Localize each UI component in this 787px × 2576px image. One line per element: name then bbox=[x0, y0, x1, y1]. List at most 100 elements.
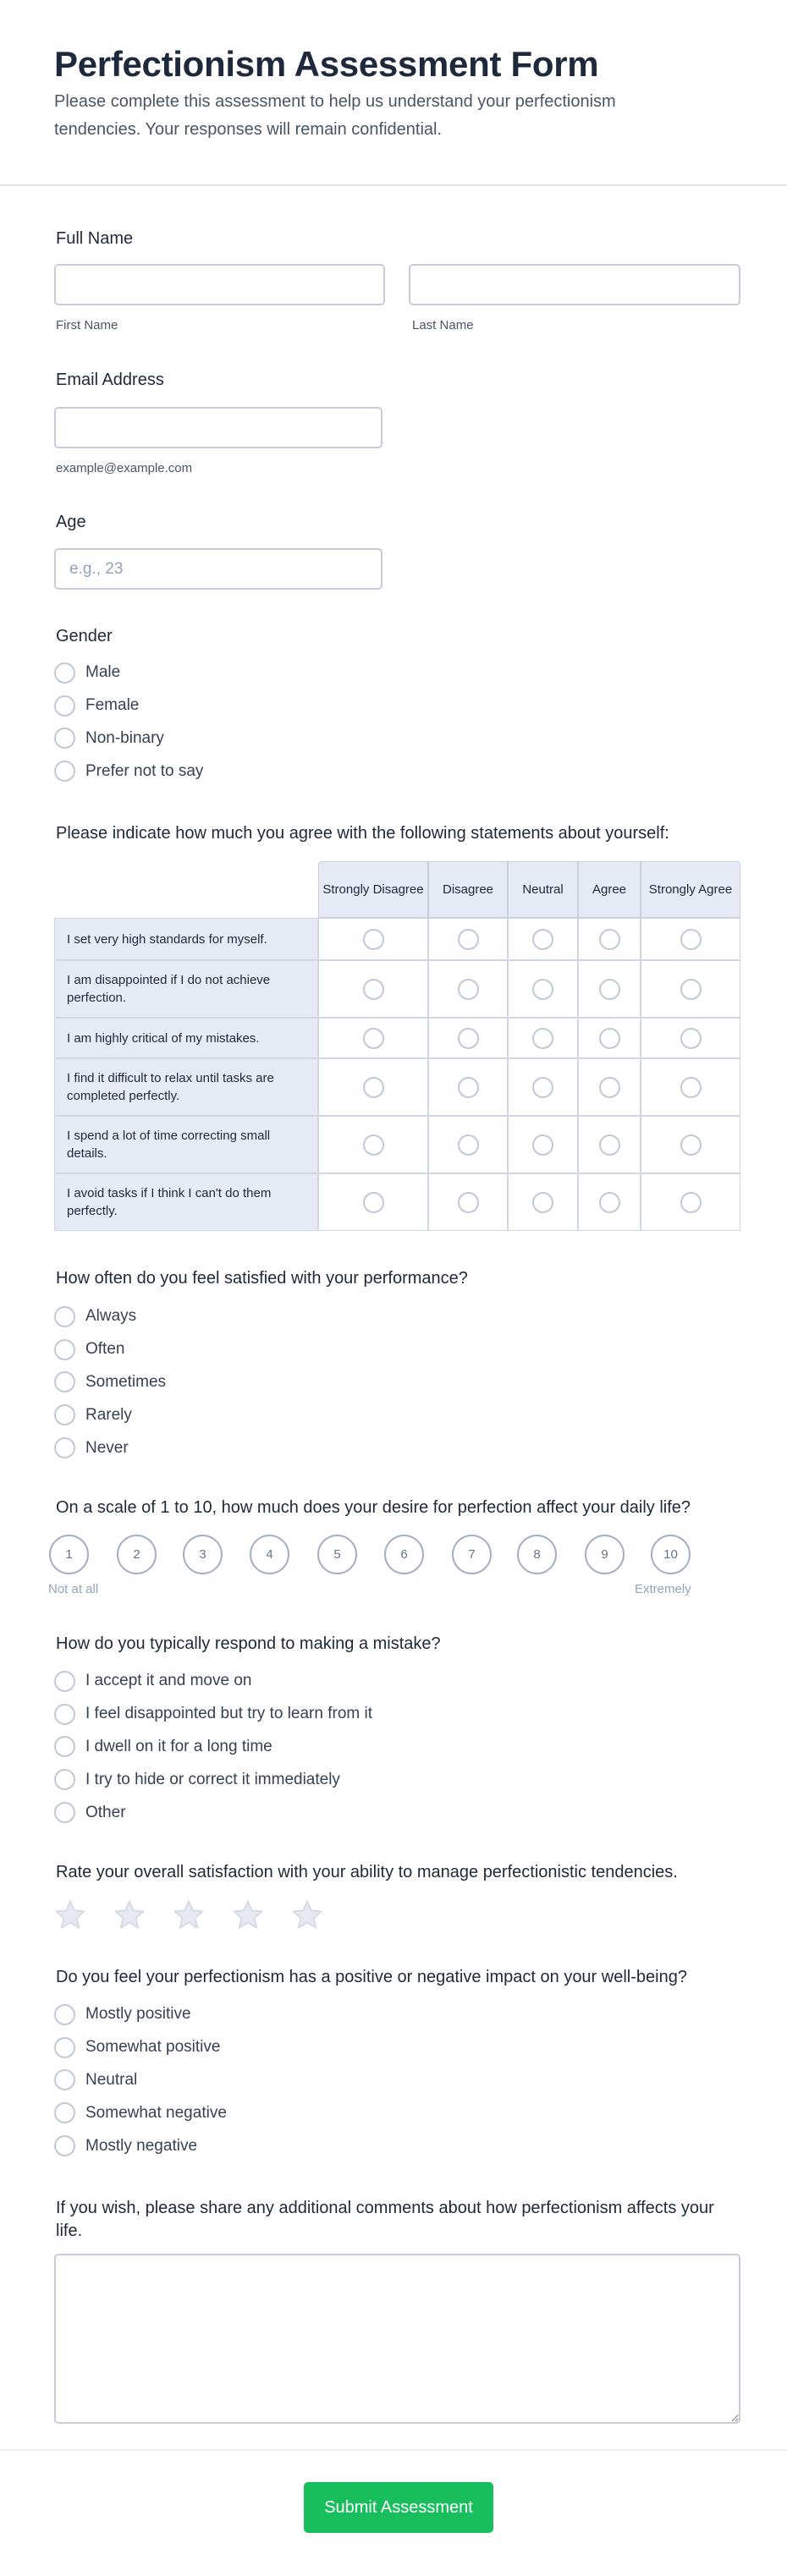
first-name-input[interactable] bbox=[54, 264, 385, 305]
comments-textarea[interactable] bbox=[54, 2254, 740, 2424]
radio-circle-icon[interactable] bbox=[54, 1404, 75, 1426]
matrix-cell[interactable] bbox=[428, 1018, 508, 1058]
radio-circle-icon[interactable] bbox=[54, 2135, 75, 2157]
radio-option[interactable]: Never bbox=[54, 1431, 166, 1464]
radio-circle-icon[interactable] bbox=[680, 1076, 702, 1098]
radio-circle-icon[interactable] bbox=[54, 2102, 75, 2124]
scale-option[interactable]: 1 bbox=[49, 1535, 89, 1574]
radio-option[interactable]: I feel disappointed but try to learn fro… bbox=[54, 1698, 372, 1731]
radio-circle-icon[interactable] bbox=[532, 1191, 553, 1213]
matrix-cell[interactable] bbox=[428, 1058, 508, 1116]
radio-circle-icon[interactable] bbox=[457, 928, 479, 950]
radio-circle-icon[interactable] bbox=[457, 978, 479, 1000]
matrix-cell[interactable] bbox=[641, 918, 740, 960]
scale-option[interactable]: 7 bbox=[452, 1535, 492, 1574]
radio-circle-icon[interactable] bbox=[362, 1027, 384, 1049]
radio-circle-icon[interactable] bbox=[362, 1076, 384, 1098]
radio-option[interactable]: Always bbox=[54, 1300, 166, 1333]
star-icon[interactable] bbox=[52, 1898, 88, 1932]
matrix-cell[interactable] bbox=[318, 1058, 428, 1116]
radio-circle-icon[interactable] bbox=[54, 1802, 75, 1824]
matrix-cell[interactable] bbox=[578, 1116, 641, 1173]
scale-option[interactable]: 9 bbox=[585, 1535, 625, 1574]
radio-option[interactable]: Neutral bbox=[54, 2064, 227, 2097]
radio-option[interactable]: Prefer not to say bbox=[54, 755, 203, 788]
radio-circle-icon[interactable] bbox=[362, 1191, 384, 1213]
radio-circle-icon[interactable] bbox=[532, 1076, 553, 1098]
matrix-cell[interactable] bbox=[318, 960, 428, 1018]
radio-circle-icon[interactable] bbox=[532, 928, 553, 950]
radio-option[interactable]: Mostly negative bbox=[54, 2129, 227, 2162]
matrix-cell[interactable] bbox=[641, 1018, 740, 1058]
radio-circle-icon[interactable] bbox=[54, 662, 75, 684]
radio-circle-icon[interactable] bbox=[54, 1736, 75, 1758]
radio-option[interactable]: Male bbox=[54, 656, 203, 689]
radio-option[interactable]: Somewhat negative bbox=[54, 2096, 227, 2129]
radio-circle-icon[interactable] bbox=[457, 1027, 479, 1049]
radio-option[interactable]: Often bbox=[54, 1333, 166, 1366]
radio-circle-icon[interactable] bbox=[598, 1134, 620, 1156]
matrix-cell[interactable] bbox=[508, 1173, 578, 1231]
radio-option[interactable]: Somewhat positive bbox=[54, 2031, 227, 2064]
matrix-cell[interactable] bbox=[508, 1116, 578, 1173]
matrix-cell[interactable] bbox=[641, 1058, 740, 1116]
radio-circle-icon[interactable] bbox=[598, 1191, 620, 1213]
radio-circle-icon[interactable] bbox=[680, 928, 702, 950]
last-name-input[interactable] bbox=[409, 264, 740, 305]
matrix-cell[interactable] bbox=[318, 1116, 428, 1173]
matrix-cell[interactable] bbox=[578, 918, 641, 960]
matrix-cell[interactable] bbox=[428, 918, 508, 960]
scale-option[interactable]: 5 bbox=[317, 1535, 357, 1574]
radio-circle-icon[interactable] bbox=[532, 1027, 553, 1049]
star-icon[interactable] bbox=[112, 1898, 147, 1932]
matrix-cell[interactable] bbox=[578, 1058, 641, 1116]
scale-option[interactable]: 8 bbox=[517, 1535, 557, 1574]
matrix-cell[interactable] bbox=[508, 1018, 578, 1058]
radio-circle-icon[interactable] bbox=[362, 978, 384, 1000]
radio-circle-icon[interactable] bbox=[362, 928, 384, 950]
radio-option[interactable]: I try to hide or correct it immediately bbox=[54, 1763, 372, 1796]
radio-circle-icon[interactable] bbox=[598, 1027, 620, 1049]
radio-option[interactable]: Sometimes bbox=[54, 1366, 166, 1399]
star-icon[interactable] bbox=[289, 1898, 325, 1932]
scale-option[interactable]: 4 bbox=[250, 1535, 289, 1574]
radio-circle-icon[interactable] bbox=[362, 1134, 384, 1156]
age-input[interactable] bbox=[54, 548, 382, 590]
matrix-cell[interactable] bbox=[641, 1173, 740, 1231]
matrix-cell[interactable] bbox=[641, 1116, 740, 1173]
matrix-cell[interactable] bbox=[641, 960, 740, 1018]
radio-circle-icon[interactable] bbox=[54, 1437, 75, 1459]
radio-circle-icon[interactable] bbox=[532, 978, 553, 1000]
radio-circle-icon[interactable] bbox=[598, 928, 620, 950]
matrix-cell[interactable] bbox=[428, 960, 508, 1018]
email-input[interactable] bbox=[54, 407, 382, 448]
matrix-cell[interactable] bbox=[428, 1116, 508, 1173]
radio-option[interactable]: Mostly positive bbox=[54, 1998, 227, 2031]
radio-option[interactable]: Non-binary bbox=[54, 722, 203, 755]
radio-circle-icon[interactable] bbox=[54, 1769, 75, 1791]
matrix-cell[interactable] bbox=[508, 918, 578, 960]
radio-circle-icon[interactable] bbox=[532, 1134, 553, 1156]
radio-circle-icon[interactable] bbox=[598, 978, 620, 1000]
radio-circle-icon[interactable] bbox=[54, 1371, 75, 1393]
submit-button[interactable]: Submit Assessment bbox=[304, 2482, 493, 2533]
radio-circle-icon[interactable] bbox=[598, 1076, 620, 1098]
scale-option[interactable]: 2 bbox=[117, 1535, 157, 1574]
radio-circle-icon[interactable] bbox=[680, 1134, 702, 1156]
scale-option[interactable]: 3 bbox=[183, 1535, 223, 1574]
radio-circle-icon[interactable] bbox=[54, 1305, 75, 1327]
radio-circle-icon[interactable] bbox=[680, 978, 702, 1000]
matrix-cell[interactable] bbox=[318, 1018, 428, 1058]
radio-circle-icon[interactable] bbox=[54, 1670, 75, 1692]
matrix-cell[interactable] bbox=[508, 1058, 578, 1116]
matrix-cell[interactable] bbox=[508, 960, 578, 1018]
radio-circle-icon[interactable] bbox=[54, 1338, 75, 1360]
radio-option[interactable]: Female bbox=[54, 689, 203, 722]
matrix-cell[interactable] bbox=[578, 1018, 641, 1058]
star-icon[interactable] bbox=[171, 1898, 206, 1932]
matrix-cell[interactable] bbox=[318, 918, 428, 960]
radio-circle-icon[interactable] bbox=[680, 1027, 702, 1049]
radio-circle-icon[interactable] bbox=[54, 728, 75, 750]
radio-circle-icon[interactable] bbox=[54, 2003, 75, 2025]
matrix-cell[interactable] bbox=[318, 1173, 428, 1231]
